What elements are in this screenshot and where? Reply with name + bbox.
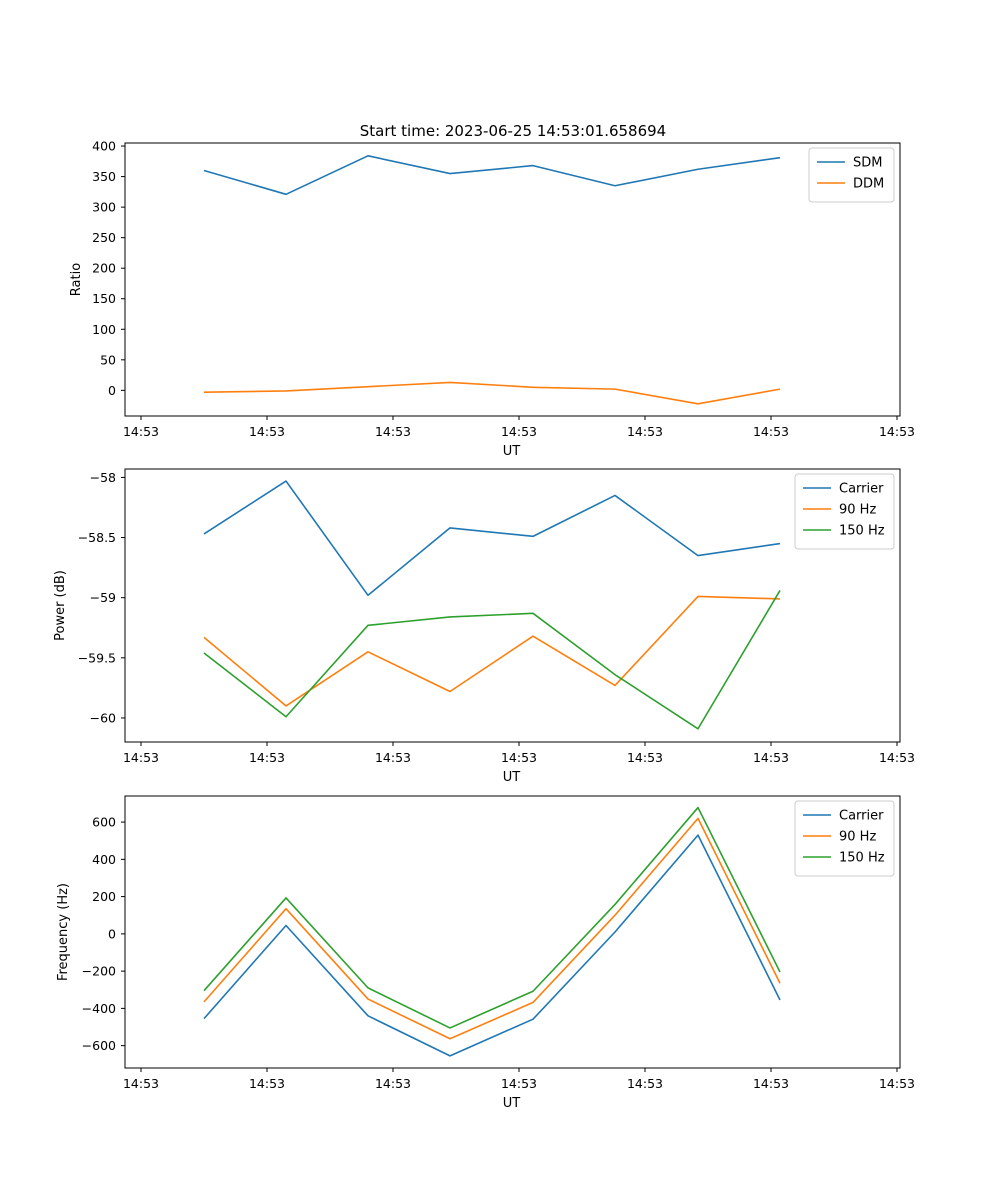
y-tick-label: 150 — [92, 291, 116, 306]
x-tick-label: 14:53 — [375, 424, 411, 439]
y-tick-label: 0 — [108, 926, 116, 941]
x-tick-label: 14:53 — [375, 750, 411, 765]
axes-frame — [124, 468, 901, 743]
x-tick-label: 14:53 — [627, 1076, 663, 1091]
y-tick-label: 50 — [100, 352, 116, 367]
legend-label: Carrier — [839, 482, 884, 497]
legend-label: SDM — [853, 156, 882, 171]
x-tick-label: 14:53 — [375, 1076, 411, 1091]
x-tick-label: 14:53 — [249, 750, 285, 765]
y-tick-label: −58.5 — [78, 530, 116, 545]
y-tick-label: −59.5 — [78, 650, 116, 665]
y-tick-label: −600 — [82, 1038, 116, 1053]
series-line-ddm — [203, 381, 781, 405]
legend-label: Carrier — [839, 809, 884, 824]
x-tick-label: 14:53 — [123, 424, 159, 439]
legend-label: 150 Hz — [839, 524, 885, 539]
legend-label: DDM — [853, 177, 884, 192]
series-line-sdm — [203, 155, 781, 196]
y-tick-label: 200 — [92, 889, 116, 904]
y-axis-label: Ratio — [69, 263, 84, 296]
x-tick-label: 14:53 — [879, 1076, 915, 1091]
x-tick-label: 14:53 — [879, 424, 915, 439]
chart-panel-2: −60 −59.5 −59 −58.5 −58 14:53 14:53 14:53 14:53 1… — [53, 468, 915, 785]
x-axis-label: UT — [503, 444, 521, 459]
y-tick-label: −200 — [82, 964, 116, 979]
x-tick-label: 14:53 — [249, 1076, 285, 1091]
figure-title: Start time: 2023-06-25 14:53:01.658694 — [360, 122, 666, 140]
series-line-carrier — [203, 834, 781, 1057]
y-tick-label: 350 — [92, 169, 116, 184]
series-line-150-hz — [203, 590, 781, 730]
x-tick-label: 14:53 — [753, 750, 789, 765]
y-tick-label: 200 — [92, 261, 116, 276]
y-axis-label: Power (dB) — [53, 570, 68, 641]
legend-label: 150 Hz — [839, 851, 885, 866]
legend-label: 90 Hz — [839, 503, 876, 518]
axes-frame — [124, 142, 901, 417]
y-tick-label: 600 — [92, 815, 116, 830]
x-tick-label: 14:53 — [501, 1076, 537, 1091]
x-tick-label: 14:53 — [627, 750, 663, 765]
legend: Carrier 90 Hz 150 Hz — [794, 800, 895, 877]
x-tick-label: 14:53 — [501, 424, 537, 439]
y-tick-label: 100 — [92, 322, 116, 337]
x-tick-label: 14:53 — [249, 424, 285, 439]
y-tick-label: −60 — [90, 710, 116, 725]
chart-panel-1: 0 50 100 150 200 250 300 350 400 14:53 14:53 14:53 1… — [69, 139, 915, 459]
chart-panels: 0 50 100 150 200 250 300 350 400 14:53 14:53 14:53 1… — [53, 139, 915, 1111]
y-tick-label: 0 — [108, 383, 116, 398]
y-tick-label: 300 — [92, 200, 116, 215]
y-tick-label: −400 — [82, 1001, 116, 1016]
y-tick-label: 400 — [92, 139, 116, 154]
series-line-90-hz — [203, 595, 781, 707]
legend-label: 90 Hz — [839, 830, 876, 845]
legend: Carrier 90 Hz 150 Hz — [794, 473, 895, 550]
y-tick-label: −59 — [90, 590, 116, 605]
y-axis-label: Frequency (Hz) — [56, 883, 71, 981]
chart-panel-3: −600 −400 −200 0 200 400 600 14:53 14:53 14:53 14:… — [56, 795, 915, 1111]
x-tick-label: 14:53 — [879, 750, 915, 765]
legend: SDM DDM — [808, 147, 895, 203]
x-tick-label: 14:53 — [501, 750, 537, 765]
x-tick-label: 14:53 — [627, 424, 663, 439]
y-tick-label: −58 — [90, 470, 116, 485]
axes-frame — [124, 795, 901, 1069]
x-tick-label: 14:53 — [753, 1076, 789, 1091]
y-tick-label: 250 — [92, 230, 116, 245]
series-line-150-hz — [203, 806, 781, 1029]
x-axis-label: UT — [503, 1096, 521, 1111]
x-axis-label: UT — [503, 770, 521, 785]
x-tick-label: 14:53 — [123, 1076, 159, 1091]
series-line-carrier — [203, 480, 781, 597]
y-tick-label: 400 — [92, 852, 116, 867]
series-line-90-hz — [203, 817, 781, 1040]
x-tick-label: 14:53 — [123, 750, 159, 765]
x-tick-label: 14:53 — [753, 424, 789, 439]
